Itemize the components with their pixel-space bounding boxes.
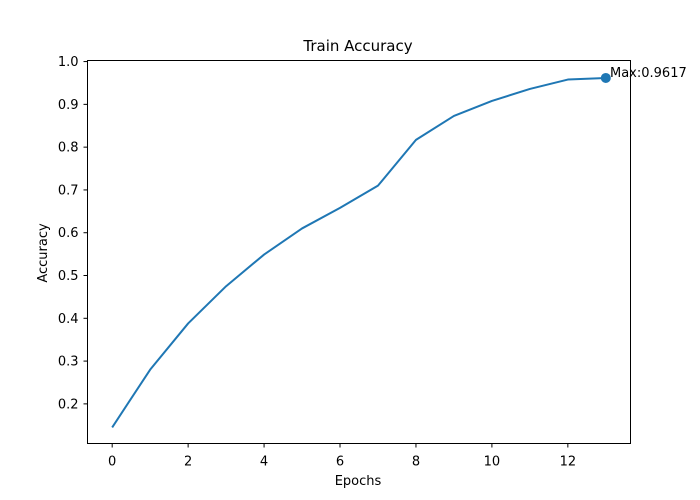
x-tick-label: 12 [560,455,577,470]
x-tick-label: 0 [108,455,116,470]
plot-frame [87,60,631,444]
ticks-layer: 0 2 4 6 8 10 12 0.2 0.3 0.4 0.5 0.6 0.7 0.8 0.9 1.0 [58,55,576,469]
max-point-marker [600,72,611,83]
x-tick-label: 2 [184,455,192,470]
y-tick-label: 0.7 [58,183,79,198]
accuracy-series-line [111,76,606,428]
y-tick-label: 0.2 [58,397,79,412]
chart-title: Train Accuracy [302,37,412,55]
x-axis-title: Epochs [335,474,382,489]
max-annotation: Max:0.9617 [610,66,687,81]
series-layer [111,72,611,428]
y-tick-label: 0.8 [58,141,79,156]
y-axis-title: Accuracy [36,223,51,283]
x-tick-label: 6 [336,455,344,470]
y-tick-label: 0.6 [58,226,79,241]
y-tick-label: 1.0 [58,55,79,70]
y-tick-label: 0.5 [58,269,79,284]
x-tick-label: 10 [484,455,501,470]
x-tick-label: 4 [260,455,268,470]
y-tick-label: 0.4 [58,312,79,327]
y-tick-label: 0.3 [58,355,79,370]
y-tick-label: 0.9 [58,98,79,113]
x-tick-label: 8 [412,455,420,470]
